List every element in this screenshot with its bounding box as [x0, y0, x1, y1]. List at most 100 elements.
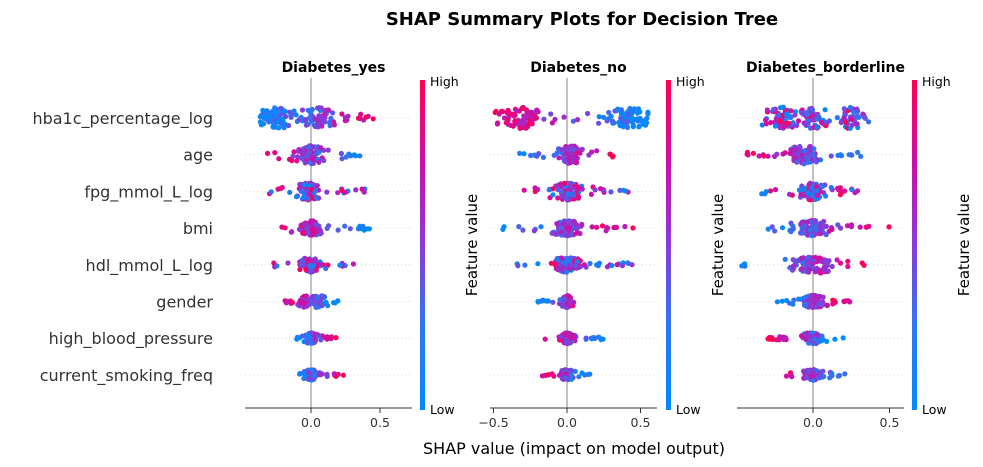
shap-point: [817, 231, 824, 237]
shap-point: [756, 153, 762, 159]
panel-title: Diabetes_yes: [282, 60, 386, 76]
shap-point: [797, 230, 804, 236]
shap-point: [338, 150, 344, 157]
shap-point: [302, 116, 308, 123]
shap-point: [805, 159, 811, 165]
shap-point: [623, 188, 629, 194]
shap-point: [832, 336, 838, 342]
feature-label-bmi: bmi: [183, 219, 213, 238]
shap-point: [807, 180, 813, 186]
shap-point: [550, 192, 556, 198]
colorbar-high-label: High: [922, 74, 951, 89]
shap-point: [811, 218, 817, 224]
shap-point: [818, 225, 824, 232]
shap-point: [528, 152, 534, 159]
shap-point: [774, 299, 781, 305]
shap-point: [297, 266, 303, 273]
shap-point: [830, 301, 836, 307]
shap-point: [849, 122, 855, 128]
shap-point: [555, 187, 561, 193]
shap-point: [302, 182, 308, 188]
shap-point: [568, 263, 575, 269]
shap-point: [549, 120, 556, 126]
shap-point: [306, 145, 312, 151]
shap-point: [769, 224, 775, 230]
feature-label-hdl-mmol-l-log: hdl_mmol_L_log: [86, 256, 213, 276]
shap-point: [347, 226, 353, 232]
shap-point: [523, 125, 529, 131]
shap-point: [572, 159, 579, 165]
shap-point: [554, 221, 560, 227]
shap-point: [298, 155, 304, 161]
shap-point: [588, 191, 595, 197]
shap-point: [610, 154, 616, 160]
shap-point: [631, 106, 637, 112]
shap-point: [521, 151, 527, 157]
feature-label-current-smoking-freq: current_smoking_freq: [40, 366, 213, 386]
shap-point: [546, 187, 552, 193]
shap-point: [814, 265, 820, 271]
shap-point: [272, 150, 278, 156]
shap-point: [328, 115, 334, 121]
shap-point: [766, 336, 773, 342]
shap-point: [326, 119, 333, 126]
shap-point: [781, 124, 787, 130]
shap-point: [324, 189, 330, 195]
shap-point: [829, 263, 835, 270]
series-age: [517, 143, 616, 166]
shap-point: [278, 105, 284, 111]
shap-point: [807, 151, 813, 157]
shap-point: [637, 109, 643, 115]
shap-point: [317, 371, 323, 377]
shap-point: [843, 119, 849, 125]
shap-point: [555, 267, 561, 273]
shap-point: [745, 152, 751, 158]
x-tick-label: 0.5: [631, 415, 651, 430]
shap-point: [783, 111, 789, 118]
shap-point: [305, 370, 311, 376]
shap-point: [324, 371, 330, 377]
shap-point: [579, 186, 585, 192]
shap-point: [805, 190, 811, 196]
shap-point: [313, 304, 320, 310]
shap-point: [794, 159, 801, 165]
feature-label-high-blood-pressure: high_blood_pressure: [49, 329, 213, 349]
shap-point: [324, 336, 330, 342]
shap-point: [817, 374, 823, 380]
shap-point: [311, 258, 317, 264]
series-hdl-mmol-l-log: [514, 255, 635, 275]
shap-point: [303, 122, 309, 128]
shap-point: [575, 184, 581, 190]
shap-point: [614, 262, 620, 268]
series-fpg-mmol-l-log: [521, 180, 631, 203]
shap-point: [275, 119, 281, 125]
shap-point: [293, 194, 300, 200]
shap-point: [553, 231, 559, 237]
shap-point: [811, 146, 817, 152]
series-hdl-mmol-l-log: [739, 254, 867, 276]
colorbar: High Low Feature value: [912, 74, 973, 417]
shap-point: [282, 225, 288, 231]
shap-point: [823, 302, 830, 308]
shap-point: [500, 108, 506, 115]
feature-label-fpg-mmol-l-log: fpg_mmol_L_log: [84, 182, 213, 202]
x-tick-label: 0.0: [301, 415, 321, 430]
shap-point: [571, 219, 578, 225]
shap-point: [316, 159, 322, 165]
shap-point: [779, 298, 785, 304]
shap-point: [786, 191, 793, 197]
panel-diabetes-borderline: Diabetes_borderline 0.0 0.5 High Low Feature …: [737, 60, 973, 430]
shap-point: [563, 195, 570, 202]
shap-point: [310, 298, 316, 304]
shap-point: [364, 226, 370, 232]
shap-point: [861, 262, 867, 268]
shap-point: [520, 227, 526, 233]
shap-point: [564, 336, 570, 343]
shap-point: [629, 116, 635, 123]
shap-point: [543, 298, 550, 304]
shap-point: [627, 105, 633, 112]
shap-point: [777, 118, 783, 124]
shap-point: [854, 113, 861, 119]
x-tick-label: 0.0: [557, 415, 577, 430]
shap-point: [310, 218, 316, 224]
